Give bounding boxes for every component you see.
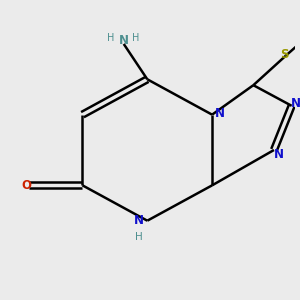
Text: N: N — [214, 107, 224, 120]
Text: N: N — [291, 97, 300, 110]
Text: N: N — [273, 148, 284, 161]
Text: H: H — [135, 232, 142, 242]
Text: N: N — [119, 34, 129, 47]
Text: H: H — [107, 33, 114, 43]
Text: S: S — [280, 48, 289, 61]
Text: N: N — [134, 214, 143, 226]
Text: H: H — [132, 33, 139, 43]
Text: O: O — [22, 179, 32, 192]
